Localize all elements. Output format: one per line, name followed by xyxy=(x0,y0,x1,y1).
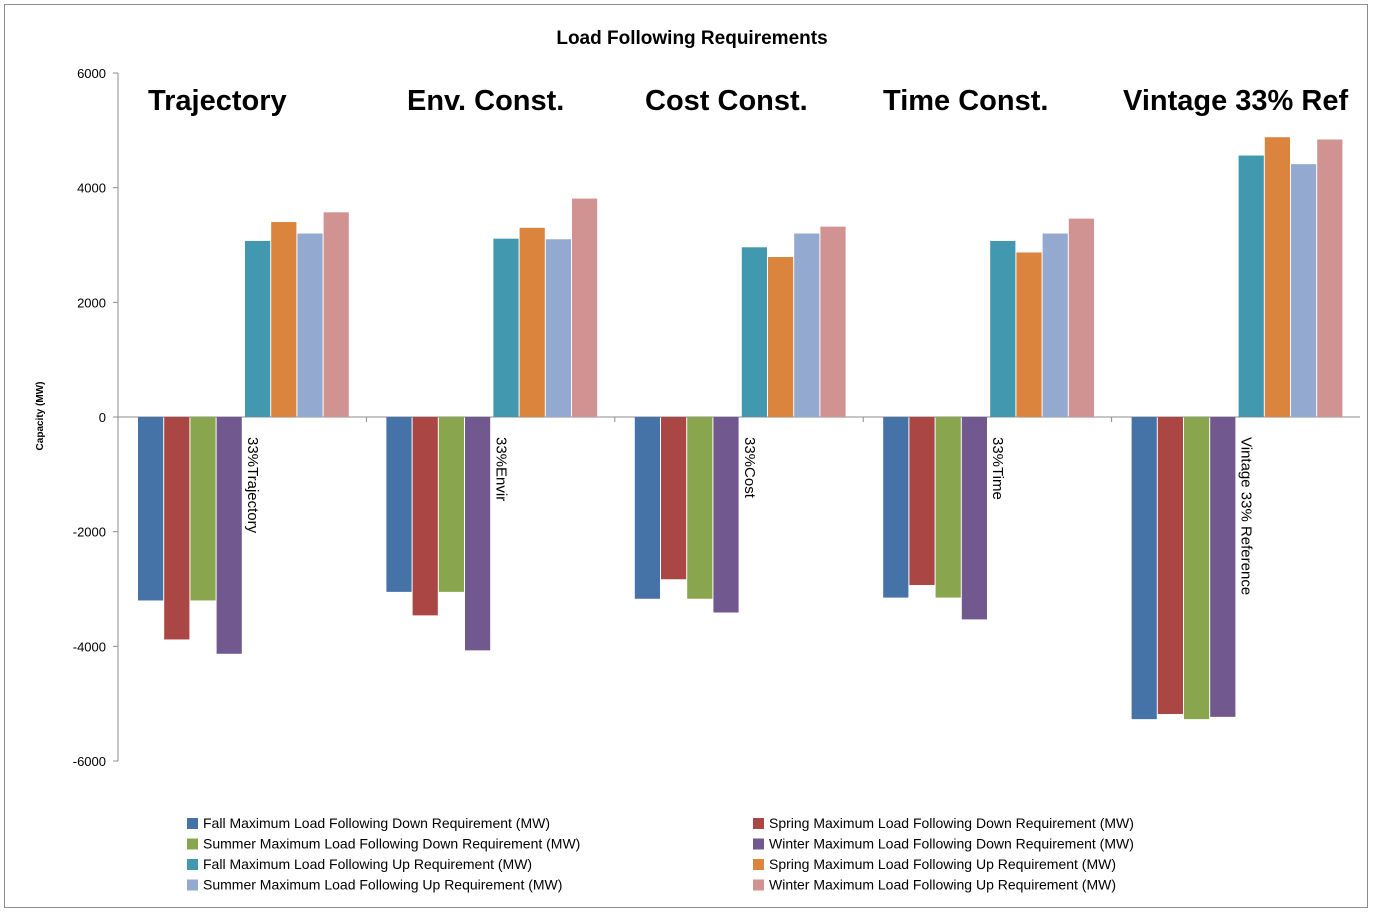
bar xyxy=(1042,233,1068,417)
bar xyxy=(519,227,545,417)
bar xyxy=(1264,137,1290,418)
y-tick-label: -4000 xyxy=(73,639,106,654)
y-tick-label: 2000 xyxy=(77,295,106,310)
legend-label: Winter Maximum Load Following Down Requi… xyxy=(769,836,1134,852)
bar xyxy=(1184,417,1210,720)
bar xyxy=(713,417,739,613)
chart-title: Load Following Requirements xyxy=(556,28,827,49)
bar xyxy=(1291,164,1317,417)
bar xyxy=(216,417,242,654)
bar xyxy=(438,417,464,592)
legend-swatch xyxy=(753,838,764,850)
bar xyxy=(190,417,216,601)
bar xyxy=(323,212,349,417)
bar xyxy=(1238,155,1264,417)
bar xyxy=(1016,252,1042,417)
legend-label: Fall Maximum Load Following Up Requireme… xyxy=(203,856,532,872)
bar xyxy=(1210,417,1236,717)
bar xyxy=(883,417,909,598)
y-axis-label: Capacity (MW) xyxy=(35,382,46,451)
bar xyxy=(687,417,713,599)
group-annotation: Cost Const. xyxy=(645,85,808,117)
category-label: 33%Time xyxy=(989,437,1006,500)
legend-swatch xyxy=(753,879,764,891)
group-annotation: Env. Const. xyxy=(407,85,564,117)
bar xyxy=(820,226,846,417)
legend-label: Winter Maximum Load Following Up Require… xyxy=(769,877,1116,893)
bar xyxy=(138,417,164,601)
legend-swatch xyxy=(753,818,764,829)
legend-swatch xyxy=(187,818,198,829)
y-tick-label: 0 xyxy=(99,410,106,425)
y-tick-label: 6000 xyxy=(77,66,106,81)
plot-area: 6000 4000 2000 0 -2000 -4000 -6000 33%Trajector… xyxy=(73,66,1360,769)
group-annotation: Time Const. xyxy=(883,85,1048,117)
bar xyxy=(768,257,794,417)
y-tick-label: -2000 xyxy=(73,525,106,540)
legend: Fall Maximum Load Following Down Require… xyxy=(187,815,1134,893)
bar xyxy=(271,222,297,417)
bar xyxy=(634,417,660,599)
bar xyxy=(794,233,820,417)
bar xyxy=(493,238,519,417)
bar xyxy=(164,417,190,640)
category-label: 33%Envir xyxy=(492,437,509,501)
category-label: 33%Cost xyxy=(741,437,758,499)
bar xyxy=(661,417,687,580)
bar xyxy=(1317,139,1343,418)
bar xyxy=(297,233,323,417)
y-tick-label: -6000 xyxy=(73,754,106,769)
group-annotation: Trajectory xyxy=(148,85,287,117)
group-annotation: Vintage 33% Ref xyxy=(1123,85,1348,117)
bar xyxy=(465,417,491,651)
bar xyxy=(961,417,987,620)
bar xyxy=(909,417,935,585)
legend-swatch xyxy=(187,838,198,850)
category-label: Vintage 33% Reference xyxy=(1238,437,1255,595)
bar xyxy=(412,417,438,616)
bar xyxy=(990,240,1016,417)
bar xyxy=(1157,417,1183,714)
legend-swatch xyxy=(187,859,198,870)
legend-label: Fall Maximum Load Following Down Require… xyxy=(203,815,550,831)
legend-label: Summer Maximum Load Following Down Requi… xyxy=(203,836,580,852)
bar xyxy=(572,198,598,417)
bar xyxy=(1068,218,1094,417)
bar xyxy=(1131,417,1157,720)
category-label: 33%Trajectory xyxy=(244,437,261,534)
legend-swatch xyxy=(753,859,764,870)
y-tick-label: 4000 xyxy=(77,181,106,196)
bar xyxy=(386,417,412,592)
legend-swatch xyxy=(187,879,198,891)
bar xyxy=(245,240,271,417)
bar xyxy=(935,417,961,598)
legend-label: Spring Maximum Load Following Up Require… xyxy=(769,856,1116,872)
legend-label: Summer Maximum Load Following Up Require… xyxy=(203,877,562,893)
bar xyxy=(741,247,767,417)
bar xyxy=(545,239,571,417)
legend-label: Spring Maximum Load Following Down Requi… xyxy=(769,815,1134,831)
